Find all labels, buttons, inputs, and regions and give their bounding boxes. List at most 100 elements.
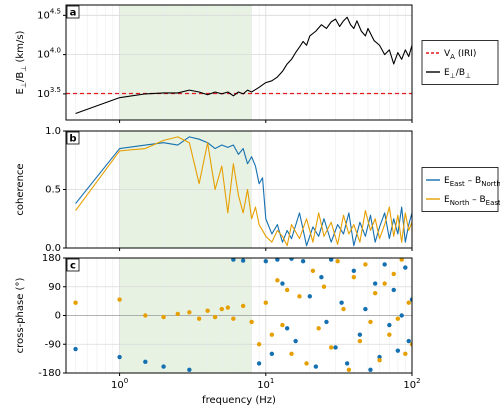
data-point bbox=[275, 258, 280, 262]
x-axis-label: frequency (Hz) bbox=[202, 395, 276, 406]
data-point bbox=[256, 361, 262, 366]
data-point bbox=[231, 258, 236, 262]
data-point bbox=[117, 354, 122, 360]
data-point bbox=[391, 287, 396, 293]
panel-label-box bbox=[66, 5, 80, 19]
data-point bbox=[73, 346, 78, 352]
data-point bbox=[249, 319, 254, 325]
panel-label-box bbox=[66, 131, 80, 145]
data-point bbox=[307, 294, 313, 299]
data-point bbox=[161, 364, 166, 369]
legend-box bbox=[421, 167, 499, 212]
data-point bbox=[289, 258, 294, 261]
data-point bbox=[335, 258, 340, 264]
data-point bbox=[363, 262, 368, 267]
y-tick-label: -180 bbox=[38, 368, 61, 379]
plot-frame bbox=[65, 130, 413, 249]
data-point bbox=[263, 300, 268, 305]
data-point bbox=[387, 332, 392, 337]
x-tick-label: 102 bbox=[403, 377, 420, 391]
data-point bbox=[382, 281, 387, 286]
panel-label-box bbox=[66, 258, 80, 272]
data-point bbox=[344, 361, 350, 366]
data-point bbox=[406, 338, 411, 344]
data-point bbox=[395, 316, 401, 321]
data-point bbox=[363, 306, 368, 312]
data-point bbox=[368, 319, 373, 325]
data-point bbox=[372, 290, 378, 296]
y-tick-label: 0.5 bbox=[45, 185, 61, 196]
x-tick-label: 101 bbox=[257, 377, 274, 391]
data-line bbox=[75, 16, 412, 114]
data-point bbox=[161, 314, 166, 320]
data-point bbox=[346, 367, 352, 373]
plot-frame bbox=[65, 257, 413, 374]
data-point bbox=[143, 359, 148, 365]
data-point bbox=[269, 332, 275, 337]
y-tick-label: 90 bbox=[48, 282, 61, 293]
y-axis-label: cross-phase (°) bbox=[15, 278, 26, 354]
data-point bbox=[117, 297, 122, 302]
data-point bbox=[368, 367, 373, 373]
data-point bbox=[351, 274, 357, 280]
data-point bbox=[387, 322, 392, 328]
y-axis-label: coherence bbox=[15, 163, 26, 215]
plot-data bbox=[73, 258, 412, 373]
data-point bbox=[406, 300, 411, 305]
y-tick-label: 0.0 bbox=[45, 243, 61, 254]
data-point bbox=[187, 310, 192, 315]
data-point bbox=[377, 354, 382, 360]
data-point bbox=[175, 311, 180, 317]
data-point bbox=[231, 316, 236, 321]
data-point bbox=[321, 284, 327, 289]
data-point bbox=[409, 297, 412, 302]
panel-label: c bbox=[70, 261, 76, 272]
y-tick-label: 0 bbox=[55, 311, 61, 322]
data-point bbox=[293, 338, 298, 344]
data-point bbox=[143, 313, 148, 318]
legend-label: VA (IRI) bbox=[444, 49, 476, 62]
data-point bbox=[240, 258, 246, 263]
data-point bbox=[409, 342, 412, 347]
y-tick-label: 1.0 bbox=[45, 126, 61, 137]
data-point bbox=[212, 314, 218, 320]
panel-label: a bbox=[70, 8, 77, 19]
data-point bbox=[382, 262, 387, 267]
legend-label: EEast – BNorth bbox=[444, 176, 500, 189]
data-point bbox=[403, 265, 408, 270]
data-point bbox=[399, 313, 404, 318]
data-point bbox=[333, 345, 338, 350]
data-point bbox=[300, 258, 306, 264]
y-tick-label: 104.0 bbox=[37, 47, 61, 61]
y-tick-label: 180 bbox=[42, 253, 61, 264]
data-point bbox=[73, 300, 78, 305]
data-point bbox=[225, 305, 231, 310]
plot-data bbox=[66, 16, 412, 114]
data-point bbox=[357, 332, 363, 337]
data-point bbox=[341, 306, 346, 312]
data-point bbox=[284, 326, 290, 331]
data-point bbox=[269, 351, 275, 357]
data-point bbox=[403, 351, 408, 357]
panel-label: b bbox=[69, 134, 76, 145]
data-point bbox=[316, 326, 321, 331]
data-point bbox=[304, 361, 309, 366]
data-point bbox=[351, 268, 357, 273]
data-point bbox=[357, 338, 363, 344]
data-point bbox=[275, 278, 280, 283]
y-tick-label: 104.5 bbox=[37, 7, 61, 21]
data-point bbox=[280, 322, 285, 328]
data-point bbox=[219, 306, 224, 312]
data-point bbox=[263, 258, 268, 264]
x-tick-label: 100 bbox=[111, 377, 128, 391]
y-tick-label: 103.5 bbox=[37, 86, 61, 100]
highlight-span bbox=[119, 5, 252, 120]
data-point bbox=[339, 300, 344, 305]
data-point bbox=[399, 258, 404, 262]
data-point bbox=[297, 294, 302, 299]
y-axis-label: E⊥/B⊥ (km/s) bbox=[15, 30, 28, 94]
data-point bbox=[240, 303, 246, 309]
data-point bbox=[196, 316, 202, 321]
data-point bbox=[256, 342, 262, 347]
data-point bbox=[391, 271, 396, 277]
